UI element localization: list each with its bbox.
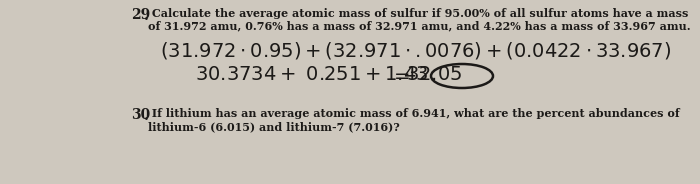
Text: lithium-6 (6.015) and lithium-7 (7.016)?: lithium-6 (6.015) and lithium-7 (7.016)?	[148, 121, 400, 132]
Text: $=$: $=$	[390, 66, 410, 84]
Text: .: .	[144, 109, 149, 123]
Text: $32.05$: $32.05$	[406, 66, 462, 84]
Text: of 31.972 amu, 0.76% has a mass of 32.971 amu, and 4.22% has a mass of 33.967 am: of 31.972 amu, 0.76% has a mass of 32.97…	[148, 20, 691, 31]
Text: 29: 29	[131, 8, 150, 22]
Text: 30: 30	[131, 108, 150, 122]
Text: If lithium has an average atomic mass of 6.941, what are the percent abundances : If lithium has an average atomic mass of…	[148, 108, 680, 119]
Text: .: .	[144, 9, 149, 23]
Text: $30.3734+\ 0.251+1.43$: $30.3734+\ 0.251+1.43$	[195, 66, 428, 84]
Text: $(31.972\cdot0.95)+(32.971\cdot.0076)+(0.0422\cdot33.967)$: $(31.972\cdot0.95)+(32.971\cdot.0076)+(0…	[160, 40, 671, 61]
Text: Calculate the average atomic mass of sulfur if 95.00% of all sulfur atoms have a: Calculate the average atomic mass of sul…	[148, 8, 688, 19]
